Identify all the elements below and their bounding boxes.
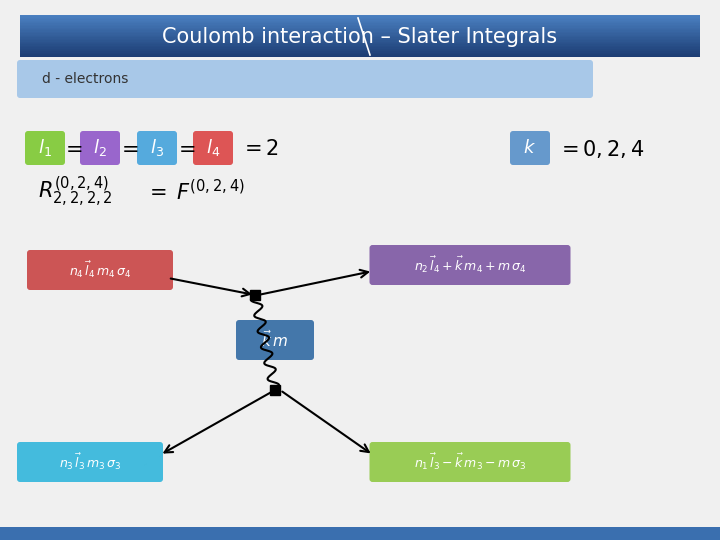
Text: $R_{2,2,2,2}^{(0,2,4)}$: $R_{2,2,2,2}^{(0,2,4)}$	[38, 174, 113, 210]
Bar	[20, 50, 700, 51]
Bar	[20, 46, 700, 47]
Text: $n_2\,\vec{l}_4+\vec{k}\,m_4+m\,\sigma_4$: $n_2\,\vec{l}_4+\vec{k}\,m_4+m\,\sigma_4…	[414, 255, 526, 275]
Bar	[20, 25, 700, 26]
Text: $= 2$: $= 2$	[240, 139, 279, 159]
Text: $= 0, 2, 4$: $= 0, 2, 4$	[557, 138, 644, 160]
FancyBboxPatch shape	[369, 442, 570, 482]
Bar	[20, 32, 700, 33]
FancyBboxPatch shape	[17, 60, 593, 98]
FancyBboxPatch shape	[369, 245, 570, 285]
Bar	[20, 49, 700, 50]
Text: $l_4$: $l_4$	[206, 138, 220, 159]
Bar	[20, 54, 700, 56]
FancyBboxPatch shape	[510, 131, 550, 165]
Text: $=$: $=$	[174, 138, 196, 158]
Bar	[20, 35, 700, 36]
Text: $k$: $k$	[523, 139, 536, 157]
Bar	[20, 53, 700, 54]
Bar	[20, 47, 700, 49]
Bar	[20, 19, 700, 21]
Bar	[20, 26, 700, 28]
Bar	[20, 21, 700, 22]
FancyBboxPatch shape	[236, 320, 314, 360]
Bar	[20, 44, 700, 46]
FancyBboxPatch shape	[25, 131, 65, 165]
Text: $=$: $=$	[117, 138, 139, 158]
FancyBboxPatch shape	[80, 131, 120, 165]
Bar	[20, 36, 700, 37]
Bar	[20, 33, 700, 35]
Bar	[20, 37, 700, 39]
Text: Coulomb interaction – Slater Integrals: Coulomb interaction – Slater Integrals	[163, 27, 557, 47]
FancyBboxPatch shape	[193, 131, 233, 165]
Bar	[20, 23, 700, 25]
Bar	[20, 22, 700, 23]
Bar	[20, 16, 700, 18]
Text: $\vec{k}\,m$: $\vec{k}\,m$	[261, 329, 289, 350]
Bar	[20, 51, 700, 53]
Bar	[20, 30, 700, 32]
Bar	[20, 39, 700, 40]
FancyBboxPatch shape	[17, 442, 163, 482]
Bar	[20, 56, 700, 57]
Text: $=$: $=$	[61, 138, 83, 158]
Text: $n_3\,\vec{l}_3\,m_3\,\sigma_3$: $n_3\,\vec{l}_3\,m_3\,\sigma_3$	[59, 452, 121, 472]
Text: $l_1$: $l_1$	[38, 138, 52, 159]
Bar	[20, 29, 700, 30]
Bar	[0, 527, 720, 540]
Text: $l_3$: $l_3$	[150, 138, 164, 159]
FancyBboxPatch shape	[137, 131, 177, 165]
Bar	[20, 15, 700, 16]
Text: $n_1\,\vec{l}_3-\vec{k}\,m_3-m\,\sigma_3$: $n_1\,\vec{l}_3-\vec{k}\,m_3-m\,\sigma_3…	[414, 452, 526, 472]
Text: $= \; F^{(0,2,4)}$: $= \; F^{(0,2,4)}$	[145, 179, 245, 205]
Bar	[20, 42, 700, 43]
Text: $n_4\,\vec{l}_4\,m_4\,\sigma_4$: $n_4\,\vec{l}_4\,m_4\,\sigma_4$	[69, 260, 131, 280]
Bar	[20, 28, 700, 29]
Text: d - electrons: d - electrons	[42, 72, 128, 86]
Text: $l_2$: $l_2$	[93, 138, 107, 159]
Bar	[20, 18, 700, 19]
FancyBboxPatch shape	[27, 250, 173, 290]
Bar	[20, 43, 700, 44]
Bar	[20, 40, 700, 42]
